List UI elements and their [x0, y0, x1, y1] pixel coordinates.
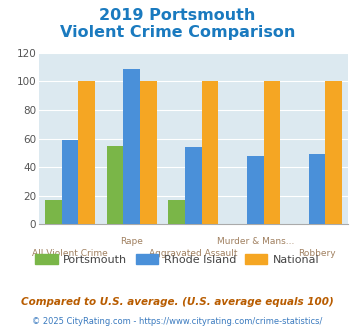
Bar: [263, 82, 280, 224]
Legend: Portsmouth, Rhode Island, National: Portsmouth, Rhode Island, National: [32, 251, 323, 268]
Bar: [140, 82, 157, 224]
Text: Rape: Rape: [120, 237, 143, 246]
Text: 2019 Portsmouth: 2019 Portsmouth: [99, 8, 256, 23]
Bar: [309, 154, 325, 224]
Bar: [124, 69, 140, 224]
Text: Robbery: Robbery: [298, 249, 336, 258]
Bar: [62, 140, 78, 224]
Bar: [247, 156, 263, 224]
Text: Compared to U.S. average. (U.S. average equals 100): Compared to U.S. average. (U.S. average …: [21, 297, 334, 307]
Bar: [169, 200, 185, 224]
Text: Violent Crime Comparison: Violent Crime Comparison: [60, 25, 295, 40]
Bar: [202, 82, 218, 224]
Text: Aggravated Assault: Aggravated Assault: [149, 249, 238, 258]
Bar: [325, 82, 342, 224]
Bar: [185, 147, 202, 224]
Bar: [78, 82, 95, 224]
Bar: [45, 200, 62, 224]
Text: All Violent Crime: All Violent Crime: [32, 249, 108, 258]
Text: Murder & Mans...: Murder & Mans...: [217, 237, 294, 246]
Text: © 2025 CityRating.com - https://www.cityrating.com/crime-statistics/: © 2025 CityRating.com - https://www.city…: [32, 317, 323, 326]
Bar: [107, 146, 124, 224]
